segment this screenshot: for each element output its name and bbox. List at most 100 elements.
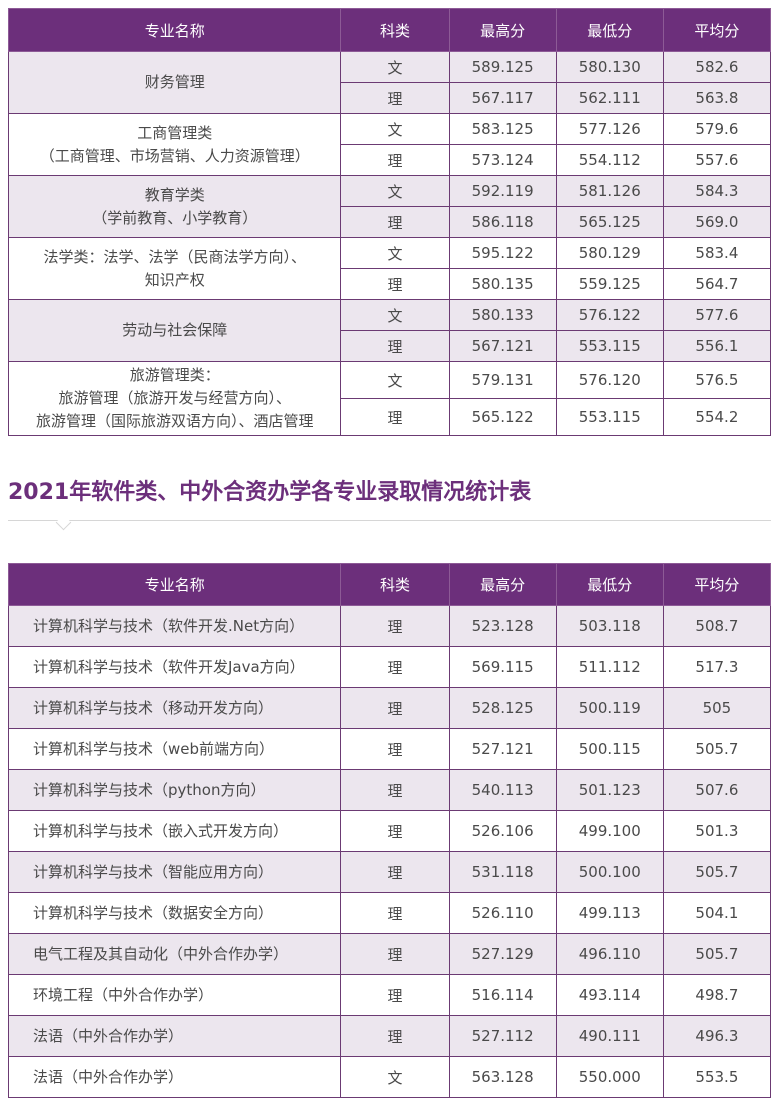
max-score-cell: 567.121 [448, 330, 557, 362]
min-score-cell: 493.114 [555, 974, 664, 1016]
max-score-cell: 592.119 [448, 175, 557, 207]
category-cell: 理 [340, 605, 450, 647]
header-max-score: 最高分 [448, 8, 557, 52]
min-score-cell: 576.122 [555, 299, 664, 331]
avg-score-cell: 498.7 [662, 974, 772, 1016]
min-score-cell: 503.118 [555, 605, 664, 647]
avg-score-cell: 505.7 [662, 728, 772, 770]
category-cell: 理 [340, 144, 450, 176]
category-cell: 文 [340, 51, 450, 83]
min-score-cell: 500.115 [555, 728, 664, 770]
table-row: 计算机科学与技术（web前端方向）理 527.121 500.115 505.7 [7, 728, 772, 770]
avg-score-cell: 582.6 [662, 51, 772, 83]
major-name-cell: 教育学类 （学前教育、小学教育） [7, 175, 342, 238]
category-cell: 理 [340, 206, 450, 238]
min-score-cell: 580.129 [555, 237, 664, 269]
max-score-cell: 527.129 [448, 933, 557, 975]
major-name-cell: 计算机科学与技术（软件开发.Net方向） [7, 605, 342, 647]
max-score-cell: 516.114 [448, 974, 557, 1016]
max-score-cell: 569.115 [448, 646, 557, 688]
category-cell: 理 [340, 268, 450, 300]
min-score-cell: 565.125 [555, 206, 664, 238]
admission-table-2: 专业名称 科类 最高分 最低分 平均分 计算机科学与技术（软件开发.Net方向）… [7, 563, 772, 1098]
category-cell: 理 [340, 330, 450, 362]
avg-score-cell: 504.1 [662, 892, 772, 934]
max-score-cell: 540.113 [448, 769, 557, 811]
table-row: 理 565.122 553.115 554.2 [9, 398, 772, 436]
major-name-cell: 环境工程（中外合作办学） [7, 974, 342, 1016]
avg-score-cell: 563.8 [662, 82, 772, 114]
table-row: 计算机科学与技术（移动开发方向）理 528.125 500.119 505 [7, 687, 772, 729]
major-name-cell: 计算机科学与技术（web前端方向） [7, 728, 342, 770]
max-score-cell: 526.110 [448, 892, 557, 934]
avg-score-cell: 556.1 [662, 330, 772, 362]
avg-score-cell: 569.0 [662, 206, 772, 238]
major-name-cell: 工商管理类 （工商管理、市场营销、人力资源管理） [7, 113, 342, 176]
table-row: 计算机科学与技术（软件开发.Net方向）理 523.128 503.118 508.7 [7, 605, 772, 647]
min-score-cell: 500.119 [555, 687, 664, 729]
header-major: 专业名称 [7, 563, 342, 606]
header-category: 科类 [340, 8, 450, 52]
major-name-cell: 财务管理 [7, 51, 342, 114]
min-score-cell: 499.113 [555, 892, 664, 934]
min-score-cell: 499.100 [555, 810, 664, 852]
header-avg-score: 平均分 [662, 563, 772, 606]
min-score-cell: 577.126 [555, 113, 664, 145]
table-row: 旅游管理类： 旅游管理（旅游开发与经营方向）、 旅游管理（国际旅游双语方向）、酒… [7, 361, 772, 436]
section-divider [8, 520, 771, 521]
max-score-cell: 579.131 [448, 361, 557, 399]
max-score-cell: 586.118 [448, 206, 557, 238]
category-cell: 文 [340, 175, 450, 207]
max-score-cell: 563.128 [448, 1056, 557, 1098]
major-name-cell: 计算机科学与技术（python方向） [7, 769, 342, 811]
table-row: 法学类：法学、法学（民商法学方向）、 知识产权文 595.122 580.129 58… [7, 237, 772, 300]
max-score-cell: 528.125 [448, 687, 557, 729]
min-score-cell: 562.111 [555, 82, 664, 114]
category-cell: 文 [340, 1056, 450, 1098]
table-row: 理 567.117 562.111 563.8 [9, 82, 772, 114]
min-score-cell: 559.125 [555, 268, 664, 300]
avg-score-cell: 496.3 [662, 1015, 772, 1057]
avg-score-cell: 576.5 [662, 361, 772, 399]
header-min-score: 最低分 [555, 563, 664, 606]
table-row: 电气工程及其自动化（中外合作办学）理 527.129 496.110 505.7 [7, 933, 772, 975]
max-score-cell: 565.122 [448, 398, 557, 436]
header-max-score: 最高分 [448, 563, 557, 606]
header-major: 专业名称 [7, 8, 342, 52]
divider-notch [55, 514, 72, 531]
table-row: 法语（中外合作办学）文 563.128 550.000 553.5 [7, 1056, 772, 1098]
category-cell: 理 [340, 851, 450, 893]
min-score-cell: 490.111 [555, 1015, 664, 1057]
min-score-cell: 553.115 [555, 330, 664, 362]
max-score-cell: 583.125 [448, 113, 557, 145]
max-score-cell: 531.118 [448, 851, 557, 893]
category-cell: 文 [340, 237, 450, 269]
min-score-cell: 500.100 [555, 851, 664, 893]
category-cell: 理 [340, 398, 450, 436]
avg-score-cell: 557.6 [662, 144, 772, 176]
table-row: 环境工程（中外合作办学）理 516.114 493.114 498.7 [7, 974, 772, 1016]
min-score-cell: 550.000 [555, 1056, 664, 1098]
avg-score-cell: 584.3 [662, 175, 772, 207]
table-header-row: 专业名称 科类 最高分 最低分 平均分 [7, 563, 772, 606]
min-score-cell: 511.112 [555, 646, 664, 688]
avg-score-cell: 583.4 [662, 237, 772, 269]
min-score-cell: 553.115 [555, 398, 664, 436]
table-row: 计算机科学与技术（python方向）理 540.113 501.123 507.6 [7, 769, 772, 811]
max-score-cell: 527.112 [448, 1015, 557, 1057]
category-cell: 理 [340, 82, 450, 114]
avg-score-cell: 501.3 [662, 810, 772, 852]
table-row: 计算机科学与技术（数据安全方向）理 526.110 499.113 504.1 [7, 892, 772, 934]
table-row: 计算机科学与技术（智能应用方向）理 531.118 500.100 505.7 [7, 851, 772, 893]
avg-score-cell: 505.7 [662, 851, 772, 893]
category-cell: 理 [340, 810, 450, 852]
min-score-cell: 554.112 [555, 144, 664, 176]
major-name-cell: 计算机科学与技术（数据安全方向） [7, 892, 342, 934]
avg-score-cell: 554.2 [662, 398, 772, 436]
major-name-cell: 旅游管理类： 旅游管理（旅游开发与经营方向）、 旅游管理（国际旅游双语方向）、酒… [7, 361, 342, 436]
table-row: 财务管理文 589.125 580.130 582.6 [7, 51, 772, 114]
table-header-row: 专业名称 科类 最高分 最低分 平均分 [7, 8, 772, 52]
min-score-cell: 576.120 [555, 361, 664, 399]
major-name-cell: 计算机科学与技术（嵌入式开发方向） [7, 810, 342, 852]
min-score-cell: 501.123 [555, 769, 664, 811]
